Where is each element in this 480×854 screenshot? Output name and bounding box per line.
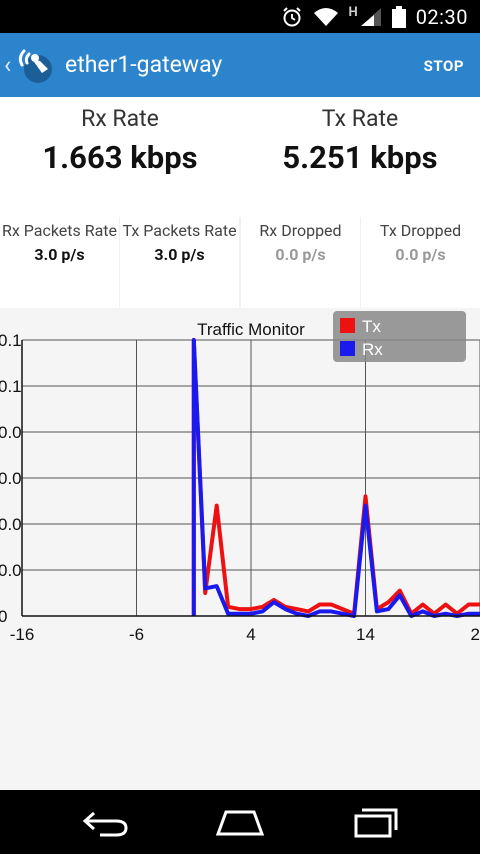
- home-nav-icon[interactable]: [214, 808, 266, 838]
- chart-grid: [22, 339, 480, 616]
- stop-button[interactable]: STOP: [423, 57, 464, 75]
- recent-apps-nav-icon[interactable]: [350, 806, 402, 838]
- tx-rate-label: Tx Rate: [321, 105, 399, 132]
- rx-dropped-value: 0.0 p/s: [275, 245, 326, 264]
- series-line-tx: [191, 338, 480, 616]
- status-icons: H 02:30: [281, 4, 469, 30]
- chart-series: [191, 338, 480, 618]
- legend-label-rx: Rx: [362, 340, 383, 359]
- x-tick-label: 14: [356, 625, 375, 644]
- y-tick-label: 0: [0, 607, 7, 626]
- signal-icon: [360, 8, 381, 26]
- back-chevron-icon[interactable]: ‹: [4, 51, 12, 79]
- battery-icon: [391, 6, 406, 28]
- alarm-icon: [282, 7, 301, 27]
- y-tick-label: 0.0: [0, 469, 22, 488]
- interface-title: ether1-gateway: [65, 51, 223, 78]
- tx-rate-value: 5.251 kbps: [282, 139, 438, 176]
- chart-axes: -16 -6 4 14 24 0 0.0 0.0 0.0 0.0 0.1 0.1: [0, 331, 480, 644]
- y-tick-label: 0.1: [0, 331, 22, 350]
- y-tick-label: 0.1: [0, 377, 22, 396]
- navigation-bar: [0, 790, 480, 854]
- rx-packets-rate-value: 3.0 p/s: [34, 245, 85, 264]
- legend-label-tx: Tx: [362, 317, 381, 336]
- status-bar: H 02:30: [0, 0, 480, 33]
- legend-swatch-tx: [340, 318, 355, 333]
- x-tick-label: -6: [129, 625, 144, 644]
- tx-dropped-label: Tx Dropped: [379, 221, 462, 240]
- rx-dropped: Rx Dropped 0.0 p/s: [241, 217, 360, 308]
- tx-packets-rate-value: 3.0 p/s: [154, 245, 205, 264]
- tx-dropped: Tx Dropped 0.0 p/s: [361, 217, 480, 308]
- x-tick-label: 24: [471, 625, 480, 644]
- x-tick-label: -16: [10, 625, 35, 644]
- rx-rate-value: 1.663 kbps: [42, 139, 198, 176]
- legend-box: [333, 311, 466, 362]
- network-type-label: H: [348, 4, 358, 20]
- back-nav-icon[interactable]: [80, 808, 132, 838]
- tx-packets-rate-label: Tx Packets Rate: [122, 221, 237, 240]
- rate-panel: Rx Rate 1.663 kbps Tx Rate 5.251 kbps: [0, 97, 480, 217]
- rx-rate-label: Rx Rate: [81, 105, 159, 132]
- y-tick-label: 0.0: [0, 423, 22, 442]
- tx-dropped-value: 0.0 p/s: [395, 245, 446, 264]
- chart-legend: Tx Rx: [333, 311, 466, 362]
- y-tick-label: 0.0: [0, 561, 22, 580]
- rx-packets-rate-label: Rx Packets Rate: [1, 221, 118, 240]
- rx-dropped-label: Rx Dropped: [259, 221, 342, 240]
- clock: 02:30: [415, 5, 468, 29]
- app-logo-icon[interactable]: [14, 43, 56, 85]
- traffic-monitor-chart: -16 -6 4 14 24 0 0.0 0.0 0.0 0.0 0.1 0.1 Traffic Mo…: [0, 311, 480, 644]
- tx-packets-rate: Tx Packets Rate 3.0 p/s: [120, 217, 239, 308]
- x-tick-label: 4: [246, 625, 255, 644]
- series-line-rx: [191, 338, 480, 618]
- y-tick-label: 0.0: [0, 515, 22, 534]
- app-bar: ‹ ether1-gateway STOP: [0, 33, 480, 97]
- chart-title: Traffic Monitor: [197, 320, 305, 339]
- packet-stats: Rx Packets Rate 3.0 p/s Tx Packets Rate …: [0, 217, 480, 308]
- rx-packets-rate: Rx Packets Rate 3.0 p/s: [0, 217, 119, 308]
- legend-swatch-rx: [340, 341, 355, 356]
- wifi-icon: [313, 8, 338, 26]
